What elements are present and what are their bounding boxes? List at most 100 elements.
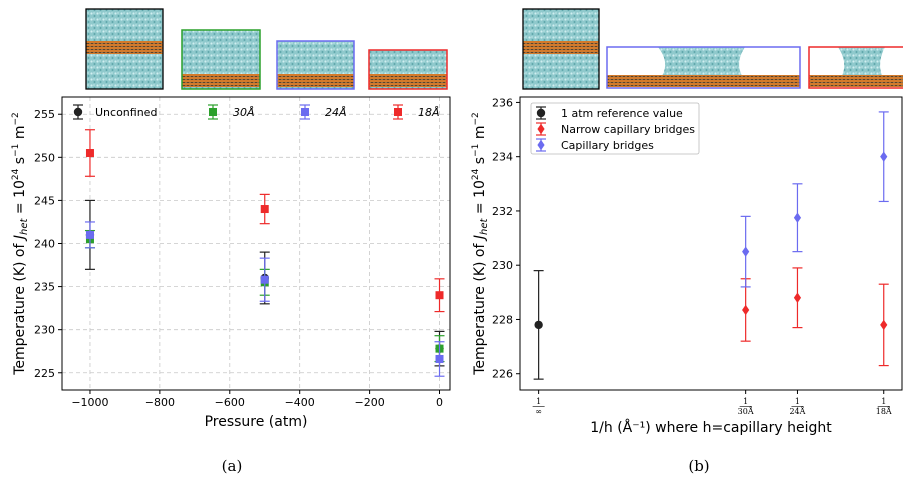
x-tick-label: −600 <box>215 396 245 409</box>
legend-label: 1 atm reference value <box>561 107 683 120</box>
legend-marker <box>209 108 217 116</box>
plot-frame <box>519 96 903 391</box>
y-tick-label: 225 <box>34 367 55 380</box>
legend-marker <box>536 108 546 118</box>
x-tick-label: −200 <box>354 396 384 409</box>
legend-marker <box>537 123 545 135</box>
panel-caption: (a) <box>222 457 243 475</box>
y-tick-label: 228 <box>492 313 513 326</box>
legend-label: 24Å <box>325 106 347 119</box>
label-part: m <box>12 126 28 144</box>
x-axis-label: Pressure (atm) <box>205 414 308 430</box>
legend-label: Narrow capillary bridges <box>561 123 695 136</box>
legend-marker <box>394 108 402 116</box>
label-part: het <box>19 217 30 234</box>
data-point <box>435 291 444 300</box>
y-tick-label: 236 <box>492 96 513 109</box>
y-axis-label: Temperature (K) of Jhet = 1024 s−1 m−2 <box>11 112 30 376</box>
label-part: −2 <box>11 112 21 125</box>
snapshot-24A <box>276 40 355 90</box>
series-1-atm-reference-value <box>533 270 544 380</box>
snapshot-18A <box>368 49 448 90</box>
data-point <box>742 246 750 257</box>
label-part: s <box>12 157 28 169</box>
legend-label: Unconfined <box>95 106 157 119</box>
x-tick-numerator: 1 <box>881 397 886 406</box>
y-axis-label: Temperature (K) of Jhet = 1024 s−1 m−2 <box>471 112 490 376</box>
y-tick-label: 240 <box>34 238 55 251</box>
legend-marker <box>301 108 309 116</box>
legend-item-18: 18Å <box>393 104 440 120</box>
data-point <box>435 354 444 363</box>
axis-ticks: −1000 −800 −600 −400 −200 0 225 230 235 240 245 250… <box>34 108 443 409</box>
panel-a: −1000 −800 −600 −400 −200 0 225 230 235 240 245 250… <box>11 96 451 475</box>
x-tick-denominator: ∞ <box>535 407 542 416</box>
legend-item-unconfined: Unconfined <box>73 104 157 120</box>
label-part: = 10 <box>472 180 488 218</box>
grid <box>62 97 450 390</box>
x-tick-fraction: 1∞ <box>532 397 545 416</box>
snapshot-reference <box>522 8 600 90</box>
chart-marks <box>533 111 889 380</box>
legend: Unconfined 30Å 24Å 18Å <box>73 104 440 120</box>
legend-box <box>530 102 700 155</box>
label-part: −1 <box>471 144 481 157</box>
snapshot-narrow-capillary-bridge <box>808 46 903 89</box>
x-tick-denominator: 18Å <box>876 407 892 416</box>
data-point <box>880 151 888 162</box>
legend-label: 30Å <box>233 106 255 119</box>
label-part: 24 <box>11 168 21 180</box>
y-tick-label: 226 <box>492 368 513 381</box>
y-tick-label: 245 <box>34 194 55 207</box>
data-point <box>85 230 94 239</box>
data-point <box>85 149 94 158</box>
x-tick-denominator: 30Å <box>738 407 754 416</box>
legend: 1 atm reference value Narrow capillary br… <box>530 102 700 155</box>
snapshot-30A <box>181 29 261 90</box>
label-part: 24 <box>471 168 481 180</box>
label-part: J <box>472 235 488 242</box>
label-part: het <box>479 217 490 234</box>
data-point <box>534 320 543 330</box>
label-part: −2 <box>471 112 481 125</box>
y-tick-label: 230 <box>34 324 55 337</box>
label-part: Temperature (K) of <box>12 239 28 376</box>
x-tick-label: −1000 <box>71 396 108 409</box>
label-part: m <box>472 126 488 144</box>
snapshot-capillary-bridge <box>606 46 801 89</box>
series-24 <box>84 221 445 377</box>
legend-marker <box>73 107 83 117</box>
label-part: Temperature (K) of <box>472 239 488 376</box>
y-tick-label: 235 <box>34 281 55 294</box>
legend-label: Capillary bridges <box>561 139 654 152</box>
chart-marks <box>84 129 445 377</box>
label-part: −1 <box>11 144 21 157</box>
data-point <box>880 319 888 331</box>
data-point <box>793 292 802 303</box>
label-part: = 10 <box>12 180 28 218</box>
legend-label: 18Å <box>418 106 440 119</box>
data-point <box>260 275 269 284</box>
label-part: s <box>472 157 488 169</box>
data-point <box>793 212 802 223</box>
legend-item-24: 24Å <box>300 104 347 120</box>
series-capillary-bridges <box>740 111 889 288</box>
snapshot-unconfined <box>85 8 164 90</box>
legend-marker <box>537 139 545 151</box>
y-tick-label: 234 <box>492 151 513 164</box>
x-tick-label: −800 <box>145 396 175 409</box>
series-narrow-capillary-bridges <box>740 267 889 367</box>
legend-item-narrow-capillary-bridges: Narrow capillary bridges <box>536 122 695 136</box>
x-tick-numerator: 1 <box>795 397 800 406</box>
series-18 <box>84 129 445 313</box>
legend-item-1-atm-reference-value: 1 atm reference value <box>536 106 683 120</box>
data-point <box>742 304 750 316</box>
legend-item-capillary-bridges: Capillary bridges <box>536 138 654 152</box>
x-tick-numerator: 1 <box>743 397 748 406</box>
